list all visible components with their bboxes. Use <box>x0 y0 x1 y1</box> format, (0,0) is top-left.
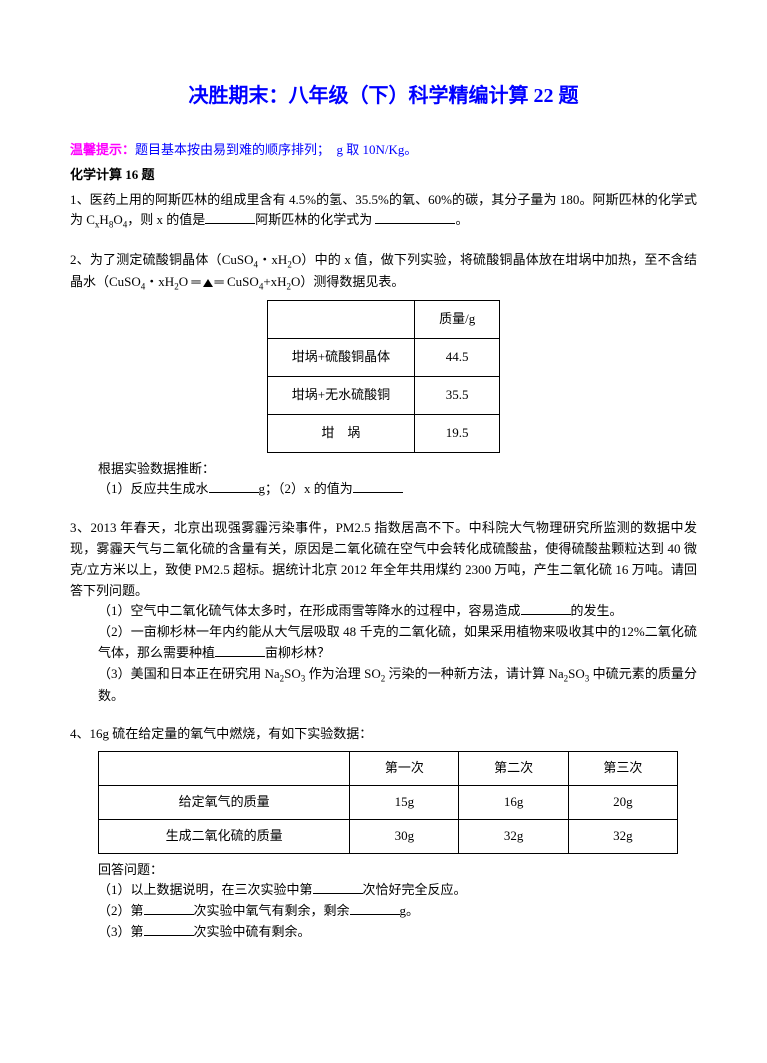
q4-a1: 回答问题： <box>98 860 697 881</box>
q2-r0c1: 44.5 <box>415 339 500 377</box>
q4-num: 4、 <box>70 726 90 741</box>
q4-h3: 第三次 <box>568 752 677 786</box>
question-1: 1、医药上用的阿斯匹林的组成里含有 4.5%的氢、35.5%的氧、60%的碳，其… <box>70 190 697 233</box>
q4-r1c1: 30g <box>350 819 459 853</box>
q1-t2: H <box>99 212 108 227</box>
q2-t6: CuSO <box>224 274 259 289</box>
q2-th: 质量/g <box>415 301 500 339</box>
q3-s1b: 的发生。 <box>571 603 623 618</box>
q2-t4: ・xH <box>145 274 174 289</box>
question-4: 4、16g 硫在给定量的氧气中燃烧，有如下实验数据： 第一次 第二次 第三次 给… <box>70 724 697 942</box>
page-title: 决胜期末：八年级（下）科学精编计算 22 题 <box>70 80 697 112</box>
q4-r0c1: 15g <box>350 786 459 820</box>
q4-after: 回答问题： （1）以上数据说明，在三次实验中第次恰好完全反应。 （2）第次实验中… <box>70 860 697 943</box>
q4-r1c2: 32g <box>459 819 568 853</box>
q3-blank1 <box>521 601 571 615</box>
hint-line: 温馨提示：题目基本按由易到难的顺序排列； g 取 10N/Kg。 <box>70 140 697 161</box>
q2-t8: O）测得数据见表。 <box>291 274 404 289</box>
q2-blank1 <box>209 479 259 493</box>
q3-s2-line: （2）一亩柳杉林一年内约能从大气层吸取 48 千克的二氧化硫，如果采用植物来吸收… <box>98 622 697 664</box>
q4-h1: 第一次 <box>350 752 459 786</box>
q4-a3-line: （2）第 次实验中氧气有剩余，剩余 g。 <box>98 901 697 922</box>
q4-r1c0: 生成二氧化硫的质量 <box>99 819 350 853</box>
q4-blank1 <box>313 880 363 894</box>
q1-blank2 <box>375 210 455 224</box>
q4-a4-line: （3）第 次实验中硫有剩余。 <box>98 922 697 943</box>
question-3: 3、2013 年春天，北京出现强雾霾污染事件，PM2.5 指数居高不下。中科院大… <box>70 518 697 706</box>
q4-a4b: 次实验中硫有剩余。 <box>194 924 311 939</box>
q3-s3d: 污染的一种新方法，请计算 Na <box>385 666 563 681</box>
q2-a1: 根据实验数据推断： <box>98 459 697 480</box>
q3-s2a: （2）一亩柳杉林一年内约能从大气层吸取 48 千克的二氧化硫，如果采用植物来吸收… <box>98 624 697 660</box>
q2-r0c0: 坩埚+硫酸铜晶体 <box>267 339 414 377</box>
q4-r1c3: 32g <box>568 819 677 853</box>
q2-t1: 为了测定硫酸铜晶体（CuSO <box>90 252 254 267</box>
q4-a3c: g。 <box>400 903 420 918</box>
q4-a3b: 次实验中氧气有剩余，剩余 <box>194 903 350 918</box>
q1-t3: O <box>113 212 122 227</box>
q3-s3b: SO <box>284 666 301 681</box>
q1-t6: 。 <box>455 212 468 227</box>
hint-label: 温馨提示： <box>70 142 135 157</box>
q3-t1: 2013 年春天，北京出现强雾霾污染事件，PM2.5 指数居高不下。中科院大气物… <box>70 520 697 597</box>
hint-content: 题目基本按由易到难的顺序排列； g 取 10N/Kg。 <box>135 142 417 157</box>
q4-a3a: （2）第 <box>98 903 144 918</box>
q3-s1-line: （1）空气中二氧化硫气体太多时，在形成雨雪等降水的过程中，容易造成 的发生。 <box>98 601 697 622</box>
question-2: 2、为了测定硫酸铜晶体（CuSO4・xH2O）中的 x 值，做下列实验，将硫酸铜… <box>70 250 697 500</box>
q3-s3e: SO <box>568 666 585 681</box>
q1-t4: ，则 x 的值是 <box>127 212 205 227</box>
q4-a2-line: （1）以上数据说明，在三次实验中第 次恰好完全反应。 <box>98 880 697 901</box>
q4-r0c2: 16g <box>459 786 568 820</box>
q4-h0 <box>99 752 350 786</box>
eq-symbol: ══ <box>191 272 223 293</box>
q2-t5: O <box>179 274 192 289</box>
q1-t5: 阿斯匹林的化学式为 <box>255 212 372 227</box>
q2-r2c0: 坩 埚 <box>267 414 414 452</box>
q3-blank2 <box>215 643 265 657</box>
q2-a2: （1）反应共生成水 <box>98 481 209 496</box>
q4-t1: 16g 硫在给定量的氧气中燃烧，有如下实验数据： <box>90 726 373 741</box>
section-header: 化学计算 16 题 <box>70 165 697 186</box>
q2-t7: +xH <box>263 274 286 289</box>
q3-s3-line: （3）美国和日本正在研究用 Na2SO3 作为治理 SO2 污染的一种新方法，请… <box>98 664 697 707</box>
q3-s3a: （3）美国和日本正在研究用 Na <box>98 666 280 681</box>
q2-a2-line: （1）反应共生成水 g；（2）x 的值为 <box>98 479 697 500</box>
q3-num: 3、 <box>70 520 90 535</box>
q2-r1c0: 坩埚+无水硫酸铜 <box>267 376 414 414</box>
q2-table: 质量/g 坩埚+硫酸铜晶体44.5 坩埚+无水硫酸铜35.5 坩 埚19.5 <box>267 300 500 452</box>
q1-num: 1、 <box>70 192 90 207</box>
q2-blank2 <box>353 479 403 493</box>
q3-s3c: 作为治理 SO <box>305 666 380 681</box>
q1-blank1 <box>205 210 255 224</box>
q4-a2b: 次恰好完全反应。 <box>363 882 467 897</box>
q4-blank4 <box>144 922 194 936</box>
q2-t2: ・xH <box>258 252 287 267</box>
q4-a4a: （3）第 <box>98 924 144 939</box>
q4-r0c0: 给定氧气的质量 <box>99 786 350 820</box>
q2-a3: g；（2）x 的值为 <box>259 481 353 496</box>
q3-s2b: 亩柳杉林？ <box>265 645 330 660</box>
q2-r1c1: 35.5 <box>415 376 500 414</box>
q4-r0c3: 20g <box>568 786 677 820</box>
q4-a2a: （1）以上数据说明，在三次实验中第 <box>98 882 313 897</box>
q2-after: 根据实验数据推断： （1）反应共生成水 g；（2）x 的值为 <box>70 459 697 501</box>
triangle-icon <box>203 279 213 287</box>
q3-subs: （1）空气中二氧化硫气体太多时，在形成雨雪等降水的过程中，容易造成 的发生。 （2… <box>70 601 697 706</box>
q3-s1a: （1）空气中二氧化硫气体太多时，在形成雨雪等降水的过程中，容易造成 <box>98 603 521 618</box>
q4-blank3 <box>350 901 400 915</box>
q4-h2: 第二次 <box>459 752 568 786</box>
q2-num: 2、 <box>70 252 90 267</box>
q2-r2c1: 19.5 <box>415 414 500 452</box>
q4-table: 第一次 第二次 第三次 给定氧气的质量 15g 16g 20g 生成二氧化硫的质… <box>98 751 678 853</box>
q4-blank2 <box>144 901 194 915</box>
